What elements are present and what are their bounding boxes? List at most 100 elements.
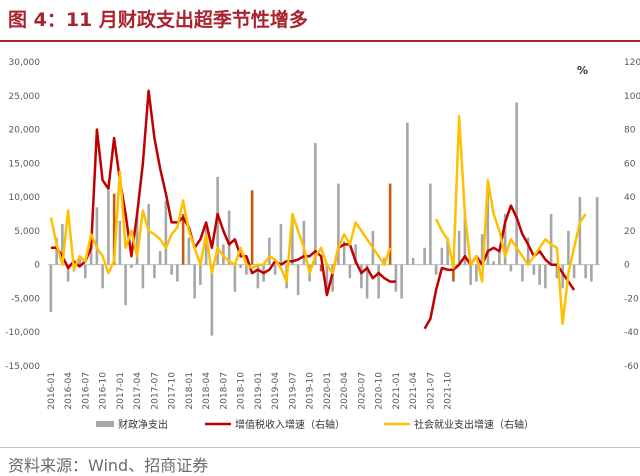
bar (187, 237, 191, 265)
bar (61, 224, 64, 265)
x-tick-label: 2016-10 (99, 372, 109, 410)
bar (411, 257, 415, 265)
x-tick-label: 2021-01 (392, 372, 402, 410)
bar (555, 264, 559, 279)
bar (429, 183, 432, 265)
x-tick-label: 2021-10 (444, 372, 454, 410)
legend: 财政净支出 增值税收入增速（右轴） 社会就业支出增速（右轴） (96, 418, 534, 431)
bar (210, 264, 214, 336)
y-right-tick-label: -40 (624, 328, 639, 338)
bar (440, 247, 444, 265)
employment-spending-growth-line (49, 114, 587, 326)
x-tick-label: 2020-10 (375, 372, 385, 410)
y-left-tick-label: -10,000 (5, 328, 40, 338)
x-tick-label: 2016-01 (47, 372, 57, 410)
y-right-unit-label: % (577, 64, 588, 77)
y-left-tick-label: -15,000 (5, 362, 40, 372)
bar (319, 264, 323, 272)
y-left-tick-label: 10,000 (9, 193, 41, 203)
x-tick-label: 2018-07 (219, 372, 229, 410)
bar (302, 220, 306, 265)
y-right-tick-label: 60 (624, 159, 636, 169)
bar (124, 264, 127, 306)
line-series (49, 89, 587, 330)
bar (394, 264, 398, 292)
bar (492, 261, 495, 265)
bar (446, 237, 449, 265)
legend-swatch-bar (96, 421, 114, 427)
bar (503, 214, 507, 265)
bar (348, 264, 352, 279)
bar (417, 264, 421, 266)
bar (227, 210, 231, 265)
bar (118, 220, 122, 265)
bar (400, 264, 403, 299)
source-note: 资料来源：Wind、招商证券 (8, 456, 209, 475)
x-tick-label: 2020-01 (323, 372, 333, 410)
y-right-tick-label: 100 (624, 92, 640, 102)
bar (181, 214, 185, 265)
x-tick-label: 2020-07 (357, 372, 367, 410)
bar (170, 264, 173, 275)
x-tick-label: 2017-04 (133, 372, 143, 410)
bar (199, 264, 202, 285)
bar (544, 264, 547, 289)
x-tick-label: 2016-07 (81, 372, 91, 410)
legend-label: 社会就业支出增速（右轴） (414, 418, 534, 431)
bar (486, 190, 490, 265)
bar (498, 251, 501, 265)
bar (463, 214, 467, 265)
bar (561, 264, 564, 289)
bar (273, 264, 277, 275)
bar (55, 237, 58, 265)
bar (239, 264, 242, 269)
bar (377, 264, 380, 299)
bar (452, 264, 455, 282)
y-right-tick-label: 120 (624, 58, 640, 68)
bar (130, 264, 133, 269)
y-left-tick-label: 30,000 (9, 58, 41, 68)
title-divider (0, 40, 640, 42)
bar (112, 193, 116, 265)
bar (193, 264, 196, 299)
bar (158, 251, 162, 265)
y-left-tick-label: 25,000 (9, 92, 41, 102)
bar (147, 203, 150, 265)
bar (256, 264, 260, 289)
footer-divider (0, 447, 640, 448)
bar (521, 264, 524, 282)
bar (49, 264, 53, 312)
bar (526, 237, 530, 265)
bar (291, 220, 294, 265)
legend-label: 增值税收入增速（右轴） (235, 418, 345, 431)
bar (337, 183, 340, 265)
x-tick-label: 2020-04 (340, 372, 350, 410)
y-left-tick-label: 20,000 (9, 126, 41, 136)
x-tick-label: 2019-01 (254, 372, 264, 410)
bar (578, 197, 582, 265)
x-tick-label: 2018-01 (185, 372, 195, 410)
bar (325, 264, 329, 292)
y-right-tick-label: 40 (624, 193, 636, 203)
x-tick-label: 2019-07 (288, 372, 298, 410)
bar (572, 264, 576, 279)
bar (135, 210, 139, 265)
bar (268, 237, 271, 265)
bar (457, 230, 461, 265)
bar (314, 143, 317, 265)
bar (95, 207, 99, 265)
bar (532, 264, 536, 275)
x-tick-label: 2019-10 (306, 372, 316, 410)
y-right-tick-label: 80 (624, 126, 636, 136)
bar (296, 264, 300, 296)
vat-growth-line (50, 89, 576, 330)
chart-title: 图 4：11 月财政支出超季节性增多 (8, 9, 308, 31)
bar (250, 190, 254, 265)
bar (509, 264, 513, 272)
bar (245, 264, 248, 275)
y-right-tick-label: 20 (624, 227, 636, 237)
bar (204, 224, 208, 265)
bar (475, 264, 478, 282)
bar (89, 241, 93, 265)
x-tick-label: 2017-01 (116, 372, 126, 410)
